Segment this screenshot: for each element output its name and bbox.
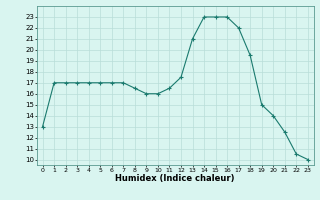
X-axis label: Humidex (Indice chaleur): Humidex (Indice chaleur) [116, 174, 235, 183]
